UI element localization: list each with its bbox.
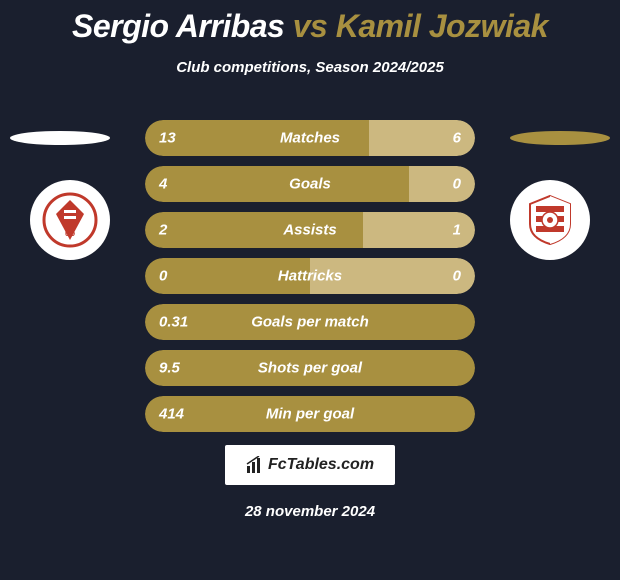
date: 28 november 2024 xyxy=(0,503,620,520)
stat-row: 414 Min per goal xyxy=(145,396,475,432)
player2-marker xyxy=(510,131,610,145)
title-player1: Sergio Arribas xyxy=(72,8,284,44)
stat-value-right: 0 xyxy=(453,176,461,193)
stat-value-left: 9.5 xyxy=(159,360,180,377)
almeria-badge-icon: UD xyxy=(42,192,98,248)
stat-label: Hattricks xyxy=(278,268,342,285)
stat-label: Assists xyxy=(283,222,336,239)
stat-label: Shots per goal xyxy=(258,360,362,377)
stat-value-left: 13 xyxy=(159,130,176,147)
stat-label: Goals xyxy=(289,176,331,193)
title: Sergio Arribas vs Kamil Jozwiak xyxy=(0,0,620,45)
stat-row: 9.5 Shots per goal xyxy=(145,350,475,386)
fctables-logo: FcTables.com xyxy=(225,445,395,485)
fctables-chart-icon xyxy=(246,456,264,474)
bar-segment-right xyxy=(409,166,475,202)
stat-row: 4 Goals 0 xyxy=(145,166,475,202)
stat-value-right: 6 xyxy=(453,130,461,147)
stat-row: 2 Assists 1 xyxy=(145,212,475,248)
stat-label: Goals per match xyxy=(251,314,369,331)
stat-label: Min per goal xyxy=(266,406,354,423)
stat-row: 13 Matches 6 xyxy=(145,120,475,156)
stat-value-left: 414 xyxy=(159,406,184,423)
fctables-text: FcTables.com xyxy=(268,456,374,474)
stat-value-right: 1 xyxy=(453,222,461,239)
granada-badge-icon xyxy=(522,192,578,248)
stat-value-left: 2 xyxy=(159,222,167,239)
club-badge-left: UD xyxy=(30,180,110,260)
svg-text:UD: UD xyxy=(65,231,75,238)
bar-segment-left xyxy=(145,166,409,202)
stat-label: Matches xyxy=(280,130,340,147)
stat-value-left: 0 xyxy=(159,268,167,285)
club-badge-right xyxy=(510,180,590,260)
stat-row: 0.31 Goals per match xyxy=(145,304,475,340)
subtitle: Club competitions, Season 2024/2025 xyxy=(0,59,620,76)
title-player2: Kamil Jozwiak xyxy=(336,8,548,44)
stat-value-right: 0 xyxy=(453,268,461,285)
stat-value-left: 0.31 xyxy=(159,314,188,331)
stat-bars-container: 13 Matches 6 4 Goals 0 2 Assists 1 0 Hattricks 0 0.3… xyxy=(145,120,475,442)
player1-marker xyxy=(10,131,110,145)
stat-value-left: 4 xyxy=(159,176,167,193)
title-vs: vs xyxy=(293,8,328,44)
stat-row: 0 Hattricks 0 xyxy=(145,258,475,294)
